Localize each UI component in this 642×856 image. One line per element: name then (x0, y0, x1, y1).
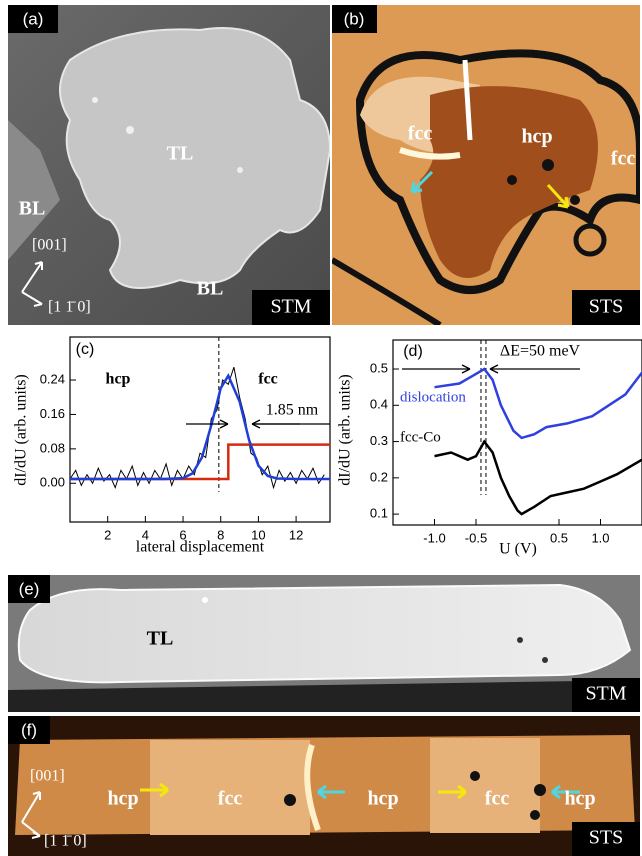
region-label: hcp (367, 788, 398, 810)
y-tick-label: 0.00 (40, 475, 65, 490)
direction-label: [1 1̄ 0] (48, 299, 91, 316)
y-tick-label: 0.1 (370, 506, 388, 521)
stm-image-a (8, 5, 330, 325)
region-label: BL (197, 278, 224, 300)
annotation-arrow (186, 420, 228, 428)
region-label: BL (19, 198, 46, 220)
x-tick-label: 1.0 (591, 530, 609, 545)
panel-label: (c) (76, 341, 95, 358)
direction-label: [001] (30, 768, 65, 785)
plot-frame (70, 337, 330, 522)
region-label: hcp (564, 788, 595, 810)
panel-label: (a) (23, 9, 44, 28)
sts-image-f (8, 716, 640, 856)
data-line (70, 376, 330, 479)
region-label: fcc (611, 148, 636, 170)
technique-label: STS (589, 827, 623, 849)
y-tick-label: 0.3 (370, 433, 388, 448)
annotation-arrow (490, 365, 580, 373)
x-tick-label: 12 (289, 527, 303, 542)
region-label: hcp (521, 126, 552, 148)
region-label: fcc (408, 123, 433, 145)
annotation: hcp (106, 371, 131, 388)
y-tick-label: 0.5 (370, 360, 388, 375)
region-label: fcc (218, 788, 243, 810)
y-tick-label: 0.4 (370, 397, 388, 412)
sts-image-b (332, 5, 640, 325)
stm-image-e (8, 575, 640, 712)
x-axis-label: U (V) (499, 541, 537, 558)
series-label: fcc-Co (400, 429, 441, 445)
technique-label: STS (589, 296, 623, 318)
region-label: fcc (485, 788, 510, 810)
series-label: dislocation (400, 389, 466, 405)
data-line (435, 442, 642, 514)
y-tick-label: 0.08 (40, 440, 65, 455)
direction-label: [1 1̄ 0] (44, 833, 87, 850)
x-axis-label: lateral displacement (136, 539, 265, 556)
annotation: fcc (258, 371, 278, 388)
annotation: ΔE=50 meV (500, 343, 581, 360)
direction-label: [001] (32, 237, 67, 254)
x-tick-label: -1.0 (423, 530, 445, 545)
figure: (a) STM TL BL BL [001] [1 1̄ 0] (b) STS … (0, 0, 642, 856)
panel-label: (e) (19, 579, 40, 598)
panel-label: (d) (403, 343, 423, 360)
technique-label: STM (270, 296, 311, 318)
annotation: 1.85 nm (266, 402, 319, 419)
x-tick-label: 0.5 (550, 530, 568, 545)
region-label: hcp (107, 788, 138, 810)
panel-label: (b) (344, 9, 365, 28)
x-tick-label: 2 (104, 527, 111, 542)
y-axis-label: dI/dU (arb. units) (337, 374, 354, 486)
y-axis-label: dI/dU (arb. units) (13, 374, 30, 486)
y-tick-label: 0.16 (40, 406, 65, 421)
x-tick-label: -0.5 (465, 530, 487, 545)
technique-label: STM (585, 683, 626, 705)
annotation-arrow (402, 365, 470, 373)
panel-label: (f) (21, 720, 37, 739)
y-tick-label: 0.2 (370, 469, 388, 484)
region-label: TL (167, 143, 194, 165)
region-label: TL (147, 628, 174, 650)
y-tick-label: 0.24 (40, 371, 65, 386)
